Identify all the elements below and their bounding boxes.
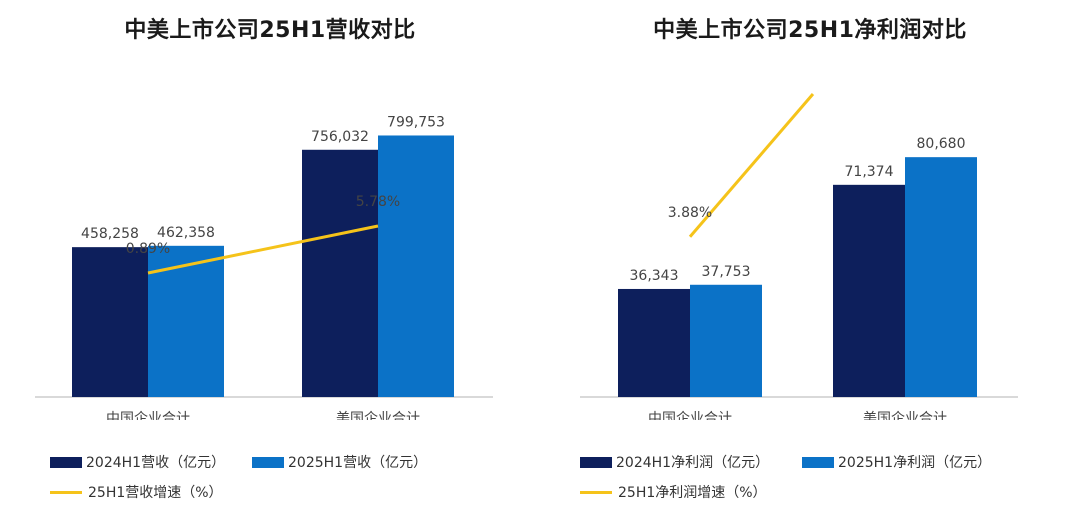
chart-title: 中美上市公司25H1营收对比 [124, 18, 416, 43]
legend-label: 2024H1营收（亿元） [86, 455, 226, 471]
legend-swatch [580, 456, 612, 468]
bar-value-label: 80,680 [917, 136, 966, 152]
legend-swatch [802, 456, 834, 468]
legend-item-growth: 25H1营收增速（%） [50, 482, 223, 502]
legend-swatch [580, 490, 612, 494]
profit-chart: 36,343 37,753 中国企业合计 71,374 80,680 美国企业合计 3.88… [580, 93, 1018, 420]
legend-swatch [252, 456, 284, 468]
bar-value-label: 756,032 [311, 129, 369, 145]
bar [905, 157, 977, 397]
bar [690, 284, 762, 397]
bar-value-label: 799,753 [387, 114, 445, 130]
legend-label: 25H1净利润增速（%） [618, 485, 767, 501]
revenue-chart-panel: 中美上市公司25H1营收对比 458,258 462,358 中国企业合计 756,0… [35, 18, 493, 502]
growth-label: 5.78% [356, 194, 400, 210]
legend-item-series1: 2024H1净利润（亿元） [580, 452, 769, 472]
legend-item-series2: 2025H1营收（亿元） [252, 452, 427, 472]
bar [72, 247, 148, 397]
growth-label: 0.89% [126, 241, 170, 257]
growth-line [688, 93, 815, 238]
bar-value-label: 71,374 [845, 164, 894, 180]
bar [378, 135, 454, 397]
category-label: 中国企业合计 [648, 410, 732, 420]
legend-swatch [50, 456, 82, 468]
bar [302, 149, 378, 397]
profit-chart-panel: 中美上市公司25H1净利润对比 36,343 37,753 中国企业合计 71,374… [540, 0, 1080, 509]
bar-value-label: 458,258 [81, 226, 139, 242]
legend-item-growth: 25H1净利润增速（%） [580, 482, 767, 502]
growth-line [147, 224, 379, 275]
bar-value-label: 37,753 [702, 264, 751, 280]
bar [618, 288, 690, 397]
bar [833, 184, 905, 397]
legend-swatch [50, 490, 82, 494]
category-label: 美国企业合计 [863, 410, 947, 420]
legend-label: 2024H1净利润（亿元） [616, 455, 770, 471]
legend-label: 2025H1净利润（亿元） [838, 455, 992, 471]
bar [148, 245, 224, 397]
revenue-chart: 458,258 462,358 中国企业合计 756,032 799,753 美国企业合计… [35, 114, 493, 420]
bar-value-label: 36,343 [630, 268, 679, 284]
legend-label: 25H1营收增速（%） [88, 485, 223, 501]
category-label: 美国企业合计 [336, 410, 420, 420]
category-label: 中国企业合计 [106, 410, 190, 420]
chart-title: 中美上市公司25H1净利润对比 [653, 18, 967, 43]
growth-label: 3.88% [668, 205, 712, 221]
bar-value-label: 462,358 [157, 225, 215, 241]
legend-label: 2025H1营收（亿元） [288, 455, 428, 471]
legend-item-series1: 2024H1营收（亿元） [50, 452, 225, 472]
legend-item-series2: 2025H1净利润（亿元） [802, 452, 991, 472]
